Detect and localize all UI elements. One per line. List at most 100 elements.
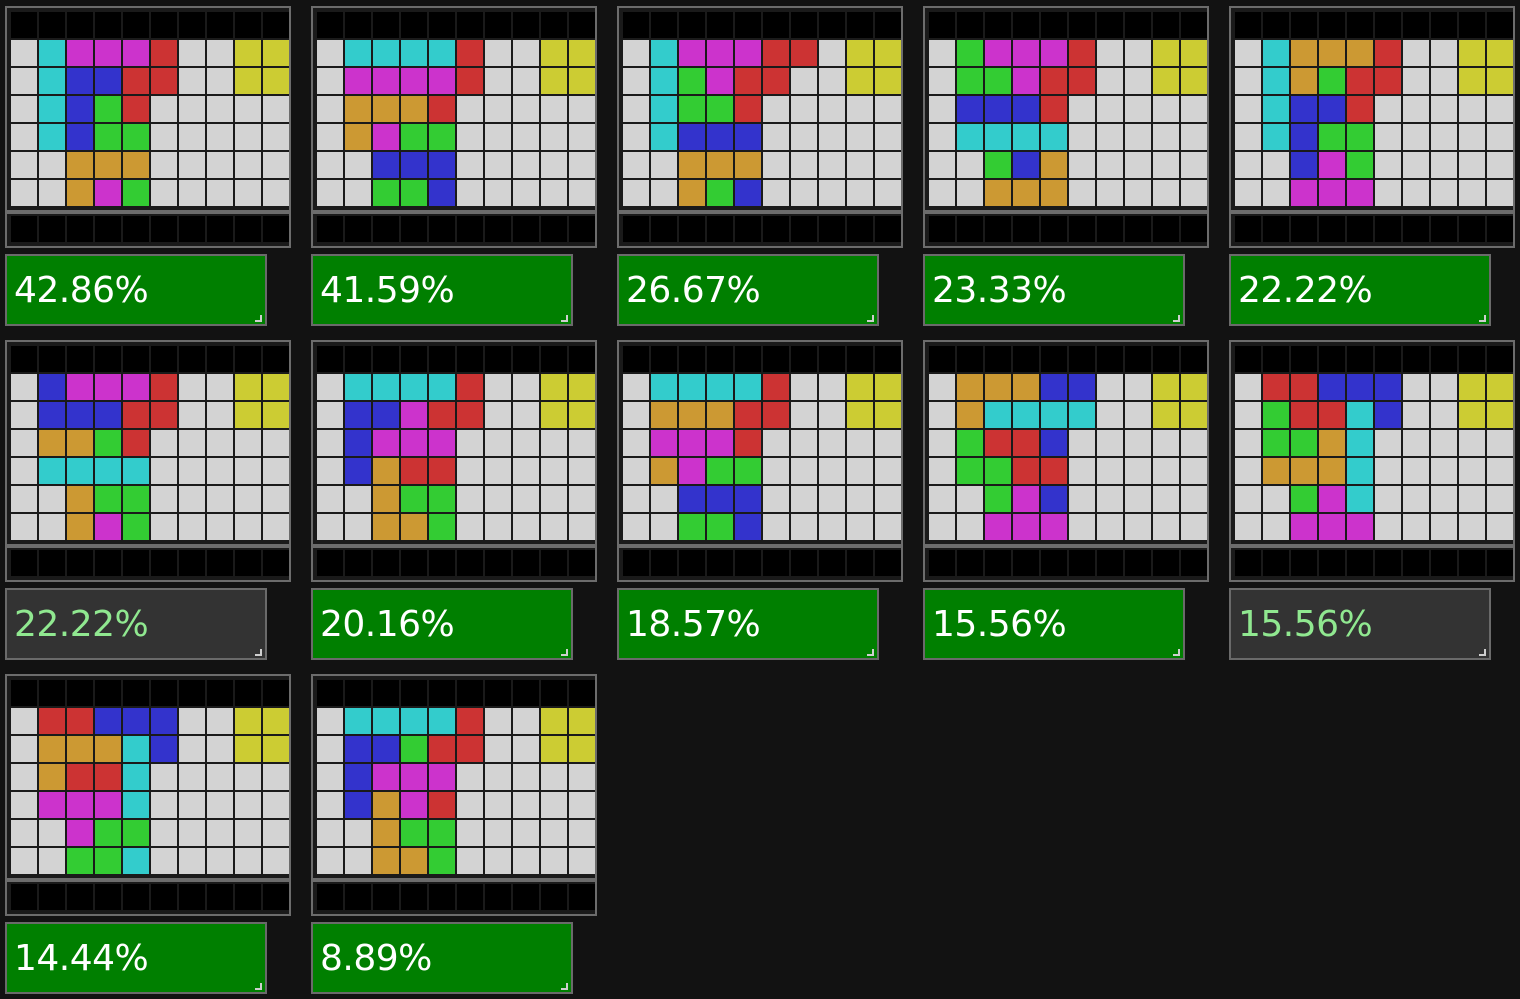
board-cell	[847, 486, 873, 512]
resize-grip-icon[interactable]	[255, 315, 262, 322]
board-cell	[123, 430, 149, 456]
score-badge[interactable]: 15.56%	[1229, 588, 1491, 660]
board-cell	[457, 820, 483, 846]
board-cell	[957, 40, 983, 66]
board-cell	[1319, 458, 1345, 484]
board-cell	[763, 486, 789, 512]
result-card[interactable]: 8.89%	[311, 674, 601, 999]
board-cell	[1013, 514, 1039, 540]
board-cell	[651, 124, 677, 150]
board-cell	[207, 374, 233, 400]
board-cell	[651, 374, 677, 400]
footer-cell	[623, 216, 649, 242]
footer-cell	[263, 216, 289, 242]
footer-cell	[847, 550, 873, 576]
resize-grip-icon[interactable]	[255, 983, 262, 990]
result-card[interactable]: 41.59%	[311, 6, 601, 331]
board-cell	[179, 820, 205, 846]
board-cell	[263, 96, 289, 122]
result-card[interactable]: 14.44%	[5, 674, 295, 999]
board-cell	[235, 124, 261, 150]
score-badge[interactable]: 18.57%	[617, 588, 879, 660]
resize-grip-icon[interactable]	[561, 983, 568, 990]
header-cell	[1181, 12, 1207, 38]
board-cell	[429, 792, 455, 818]
resize-grip-icon[interactable]	[867, 649, 874, 656]
score-badge[interactable]: 20.16%	[311, 588, 573, 660]
board-cell	[207, 430, 233, 456]
board-cell	[373, 402, 399, 428]
board-cell	[317, 792, 343, 818]
footer-cell	[651, 550, 677, 576]
board-cell	[791, 458, 817, 484]
header-cell	[957, 346, 983, 372]
score-badge[interactable]: 8.89%	[311, 922, 573, 994]
result-card[interactable]: 23.33%	[923, 6, 1213, 331]
score-badge[interactable]: 26.67%	[617, 254, 879, 326]
result-card[interactable]: 26.67%	[617, 6, 907, 331]
board-cell	[1235, 180, 1261, 206]
score-badge[interactable]: 22.22%	[1229, 254, 1491, 326]
score-badge[interactable]: 41.59%	[311, 254, 573, 326]
footer-cell	[263, 550, 289, 576]
resize-grip-icon[interactable]	[255, 649, 262, 656]
board-cell	[263, 486, 289, 512]
board-cell	[179, 430, 205, 456]
result-card[interactable]: 18.57%	[617, 340, 907, 665]
result-card[interactable]: 15.56%	[923, 340, 1213, 665]
board-cell	[513, 820, 539, 846]
board-cell	[457, 40, 483, 66]
resize-grip-icon[interactable]	[561, 315, 568, 322]
board-cell	[263, 68, 289, 94]
board-cell	[1181, 458, 1207, 484]
board-cell	[345, 374, 371, 400]
footer-cell	[929, 550, 955, 576]
score-badge[interactable]: 42.86%	[5, 254, 267, 326]
result-card[interactable]: 42.86%	[5, 6, 295, 331]
score-badge[interactable]: 14.44%	[5, 922, 267, 994]
score-badge[interactable]: 15.56%	[923, 588, 1185, 660]
score-label: 20.16%	[320, 603, 455, 645]
footer-cell	[67, 216, 93, 242]
footer-cell	[263, 884, 289, 910]
result-card[interactable]: 15.56%	[1229, 340, 1519, 665]
resize-grip-icon[interactable]	[1479, 649, 1486, 656]
board-cell	[179, 180, 205, 206]
resize-grip-icon[interactable]	[561, 649, 568, 656]
board-cell	[207, 180, 233, 206]
footer-cell	[569, 884, 595, 910]
header-cell	[401, 680, 427, 706]
board-cell	[1069, 40, 1095, 66]
result-card[interactable]: 22.22%	[5, 340, 295, 665]
resize-grip-icon[interactable]	[1173, 315, 1180, 322]
board-cell	[1181, 68, 1207, 94]
board-cell	[957, 152, 983, 178]
board-cell	[1459, 374, 1485, 400]
header-cell	[1013, 346, 1039, 372]
board-cell	[235, 736, 261, 762]
footer-cell	[151, 884, 177, 910]
header-cell	[513, 346, 539, 372]
board-cell	[1069, 152, 1095, 178]
board-cell	[485, 40, 511, 66]
footer-cell	[95, 884, 121, 910]
board-cell	[513, 848, 539, 874]
resize-grip-icon[interactable]	[867, 315, 874, 322]
board-cell	[1041, 514, 1067, 540]
board-cell	[735, 514, 761, 540]
footer-cell	[345, 216, 371, 242]
score-badge[interactable]: 23.33%	[923, 254, 1185, 326]
result-card[interactable]: 22.22%	[1229, 6, 1519, 331]
footer-cell	[1013, 550, 1039, 576]
result-card[interactable]: 20.16%	[311, 340, 601, 665]
board-cell	[569, 180, 595, 206]
puzzle-board	[5, 6, 291, 248]
board-cell	[317, 374, 343, 400]
footer-cell	[39, 884, 65, 910]
footer-cell	[1487, 550, 1513, 576]
board-cell	[985, 96, 1011, 122]
score-badge[interactable]: 22.22%	[5, 588, 267, 660]
resize-grip-icon[interactable]	[1173, 649, 1180, 656]
resize-grip-icon[interactable]	[1479, 315, 1486, 322]
footer-cell	[95, 216, 121, 242]
